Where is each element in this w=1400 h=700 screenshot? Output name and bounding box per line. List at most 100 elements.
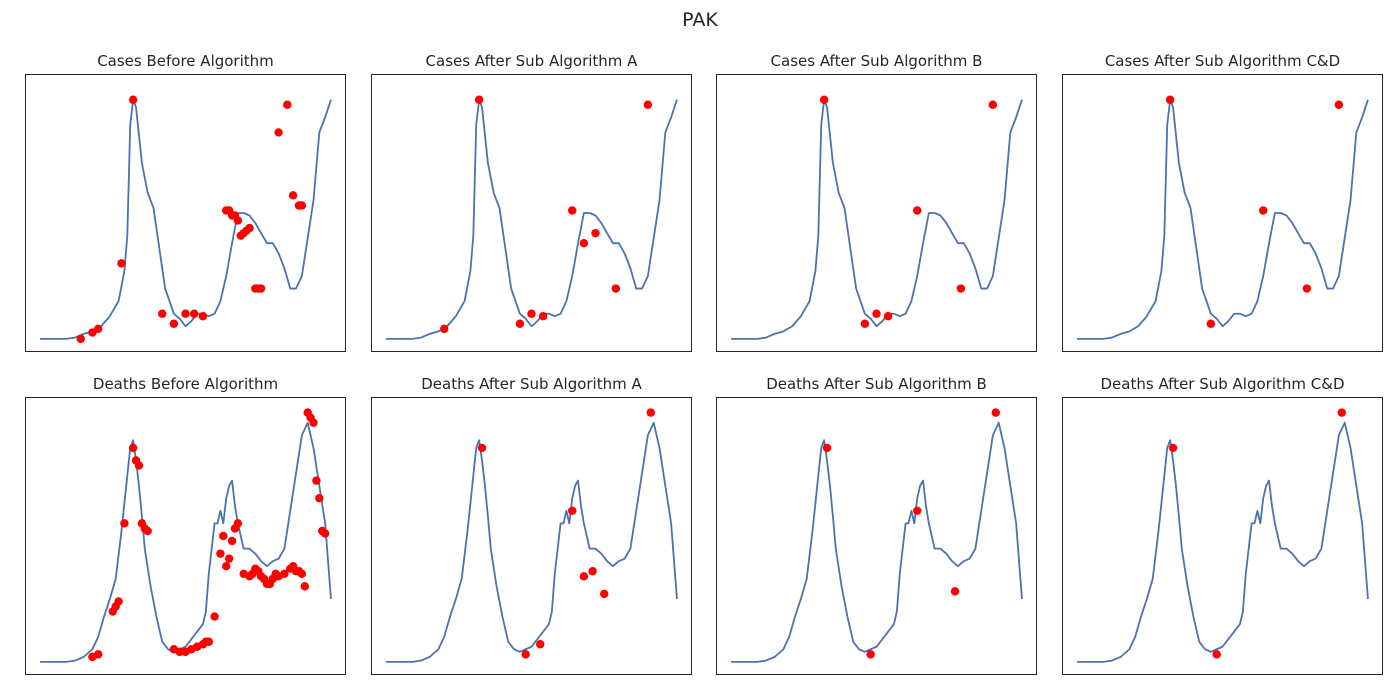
series-line xyxy=(1077,421,1369,663)
peak-marker xyxy=(128,443,138,453)
panel-title: Deaths After Sub Algorithm C&D xyxy=(1100,375,1345,393)
panel-title: Cases After Sub Algorithm B xyxy=(770,52,983,70)
peak-marker xyxy=(883,312,893,321)
peak-marker xyxy=(913,506,922,516)
peak-marker xyxy=(872,309,881,318)
peak-marker xyxy=(114,597,123,606)
line-chart-svg xyxy=(731,95,1023,340)
line-chart-svg xyxy=(40,408,332,663)
peak-marker xyxy=(866,650,875,659)
series-line xyxy=(40,98,332,340)
peak-marker xyxy=(297,569,307,579)
peak-marker xyxy=(312,476,321,485)
line-chart-svg xyxy=(1077,95,1369,340)
peak-marker xyxy=(988,100,998,109)
peak-marker xyxy=(256,284,266,293)
peak-marker xyxy=(169,319,179,328)
panel-deaths-a: Deaths After Sub Algorithm A xyxy=(371,375,692,675)
peak-marker xyxy=(288,191,298,200)
peak-marker xyxy=(591,228,600,238)
panel-cases-cd: Cases After Sub Algorithm C&D xyxy=(1062,52,1383,352)
peak-marker xyxy=(204,637,213,646)
peak-marker xyxy=(94,650,103,659)
peak-marker xyxy=(219,531,228,541)
peak-marker xyxy=(440,324,449,334)
peak-marker xyxy=(860,319,870,328)
peak-marker xyxy=(579,238,589,248)
peak-marker xyxy=(579,572,589,581)
line-chart-svg xyxy=(386,408,678,663)
panel-title: Deaths Before Algorithm xyxy=(92,375,279,393)
peak-marker xyxy=(538,312,548,321)
peak-marker xyxy=(819,95,829,104)
peak-marker xyxy=(120,519,129,528)
peak-marker xyxy=(222,561,231,571)
series-line xyxy=(731,421,1023,663)
peak-marker xyxy=(216,549,225,558)
peak-marker xyxy=(280,569,289,579)
series-line xyxy=(731,98,1023,340)
peak-marker xyxy=(515,319,525,328)
plot-area xyxy=(371,397,692,675)
plot-area xyxy=(25,74,346,352)
peak-marker xyxy=(143,526,152,536)
peak-marker xyxy=(950,587,960,596)
panel-cases-before: Cases Before Algorithm xyxy=(25,52,346,352)
line-chart-svg xyxy=(386,95,678,340)
peak-marker xyxy=(227,536,237,546)
peak-marker xyxy=(198,312,208,321)
peak-marker xyxy=(224,554,234,563)
peak-marker xyxy=(474,95,484,104)
peak-marker xyxy=(210,612,219,621)
peak-marker xyxy=(320,529,330,538)
plot-area xyxy=(1062,397,1383,675)
peak-marker xyxy=(117,259,126,268)
peak-marker xyxy=(233,519,243,528)
peak-marker xyxy=(1337,408,1346,417)
peak-marker xyxy=(297,201,307,210)
peak-marker xyxy=(175,647,184,657)
peak-marker xyxy=(822,443,832,453)
peak-marker xyxy=(315,493,324,503)
figure-title: PAK xyxy=(682,9,718,31)
panel-title: Cases After Sub Algorithm C&D xyxy=(1104,52,1341,70)
peak-marker xyxy=(233,216,243,225)
peak-marker xyxy=(76,334,85,344)
peak-marker xyxy=(588,566,597,576)
peak-marker xyxy=(1165,95,1175,104)
series-line xyxy=(1077,98,1369,340)
peak-marker xyxy=(1259,206,1268,215)
peak-marker xyxy=(300,582,309,591)
peak-marker xyxy=(611,284,621,293)
peak-marker xyxy=(283,100,292,109)
plot-area xyxy=(25,397,346,675)
peak-marker xyxy=(309,418,318,427)
peak-marker xyxy=(94,324,103,334)
plot-area xyxy=(716,397,1037,675)
peak-marker xyxy=(536,640,545,649)
peak-marker xyxy=(477,443,487,453)
peak-marker xyxy=(1212,650,1221,659)
panel-deaths-b: Deaths After Sub Algorithm B xyxy=(716,375,1037,675)
peak-marker xyxy=(245,223,254,233)
panel-deaths-before: Deaths Before Algorithm xyxy=(25,375,346,675)
peak-marker xyxy=(1334,100,1344,109)
peak-marker xyxy=(991,408,1000,417)
peak-marker xyxy=(274,128,283,137)
panel-cases-a: Cases After Sub Algorithm A xyxy=(371,52,692,352)
peak-marker xyxy=(568,206,577,215)
peak-marker xyxy=(128,95,138,104)
peak-marker xyxy=(600,589,609,599)
plot-area xyxy=(716,74,1037,352)
peak-marker xyxy=(646,408,655,417)
line-chart-svg xyxy=(731,408,1023,663)
peak-marker xyxy=(1206,319,1216,328)
peak-marker xyxy=(134,461,144,470)
panel-title: Cases After Sub Algorithm A xyxy=(425,52,638,70)
peak-marker xyxy=(190,309,199,318)
peak-marker xyxy=(568,506,577,516)
plot-area xyxy=(1062,74,1383,352)
series-line xyxy=(386,98,678,340)
panel-title: Deaths After Sub Algorithm B xyxy=(766,375,987,393)
plot-area xyxy=(371,74,692,352)
